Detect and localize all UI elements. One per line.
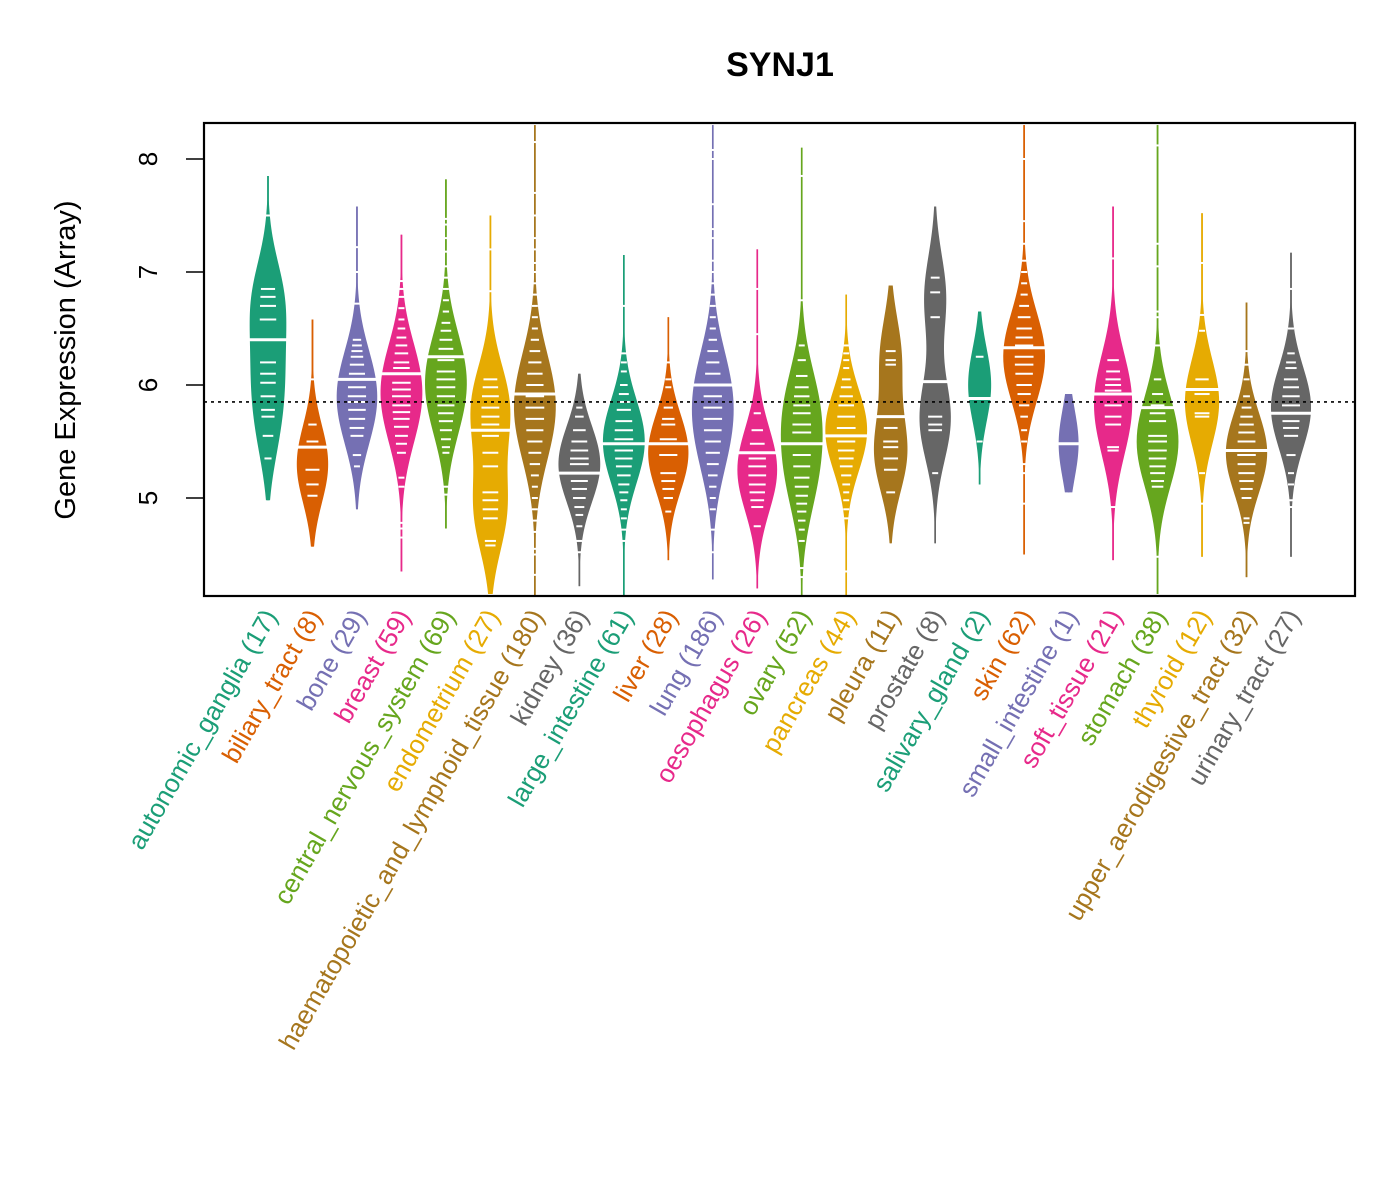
violin-central-nervous-system — [425, 179, 467, 529]
violin-lung — [691, 125, 734, 580]
plot-area — [204, 125, 1355, 596]
violin-body — [1003, 125, 1046, 555]
y-tick-label: 8 — [133, 152, 163, 166]
chart-title: SYNJ1 — [726, 46, 834, 84]
violin-haematopoietic-and-lymphoid-tissue — [512, 125, 558, 596]
violin-bone — [336, 206, 378, 510]
violin-body — [1093, 206, 1133, 561]
violin-large-intestine — [600, 255, 647, 596]
violin-body — [249, 175, 287, 501]
violin-skin — [1001, 125, 1047, 555]
violin-body — [602, 255, 645, 596]
violin-body — [737, 249, 778, 589]
violin-body — [1184, 213, 1220, 557]
violin-biliary-tract — [296, 319, 329, 547]
violin-body — [380, 234, 423, 572]
violin-body — [1225, 302, 1268, 578]
violin-endometrium — [469, 215, 512, 595]
plot-frame — [202, 121, 1357, 598]
violin-pleura — [873, 285, 908, 544]
violin-body — [513, 125, 556, 596]
violin-soft-tissue — [1092, 206, 1134, 561]
violin-autonomic-ganglia — [247, 175, 289, 501]
violin-stomach — [1136, 125, 1179, 595]
y-axis: 5 6 7 8 — [133, 152, 204, 505]
violin-body — [919, 206, 951, 544]
violin-upper-aerodigestive-tract — [1223, 302, 1270, 578]
violin-body — [425, 179, 467, 529]
violin-ovary — [778, 147, 825, 596]
y-tick-label: 5 — [133, 491, 163, 505]
violin-body — [691, 125, 734, 580]
violin-salivary-gland — [966, 311, 993, 485]
violin-pancreas — [823, 294, 869, 596]
violin-body — [873, 285, 908, 544]
violin-thyroid — [1183, 213, 1221, 557]
y-tick-label: 6 — [133, 378, 163, 392]
y-axis-label: Gene Expression (Array) — [50, 200, 82, 519]
x-axis-labels: autonomic_ganglia (17)biliary_tract (8)b… — [121, 604, 1306, 1055]
violin-liver — [646, 317, 690, 561]
violin-oesophagus — [736, 249, 778, 589]
violin-breast — [380, 234, 423, 572]
violin-body — [1136, 125, 1179, 595]
violin-prostate — [919, 206, 951, 544]
y-tick-label: 7 — [133, 265, 163, 279]
violin-body — [825, 294, 868, 596]
violin-body — [470, 215, 511, 595]
violin-body — [336, 206, 378, 510]
violin-body — [558, 373, 601, 587]
violin-body — [296, 319, 329, 547]
violin-body — [780, 147, 823, 596]
violin-urinary-tract — [1269, 252, 1313, 557]
violin-small-intestine — [1056, 394, 1081, 493]
violin-kidney — [557, 373, 602, 587]
